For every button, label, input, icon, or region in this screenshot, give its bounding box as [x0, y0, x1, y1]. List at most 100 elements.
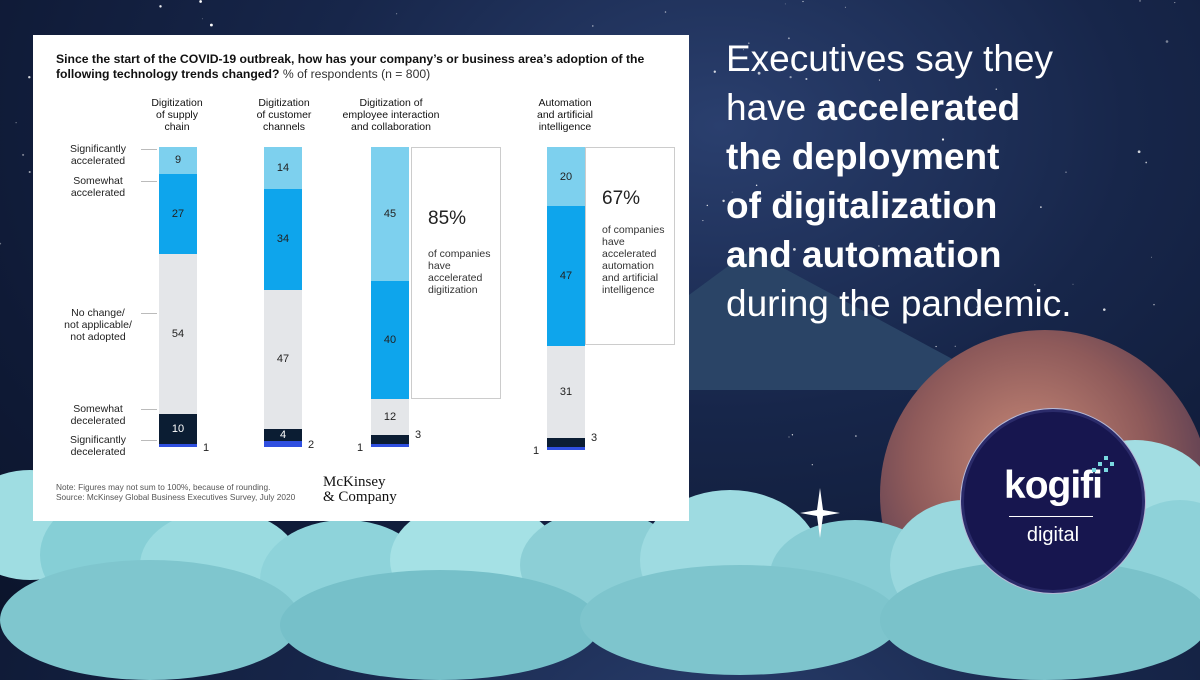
row-label-leader: [141, 149, 157, 150]
note-text: Note: Figures may not sum to 100%, becau…: [56, 482, 271, 492]
headline-line-3-bold: the deployment: [726, 136, 1000, 177]
bar-segment: [159, 444, 197, 447]
bar-value-label: 4: [279, 429, 287, 442]
bar-value-label: 20: [559, 170, 573, 183]
category-label-line: Automation: [538, 97, 592, 109]
callout-text-line: have: [602, 236, 625, 248]
kogifi-badge[interactable]: kogifi digital: [964, 412, 1142, 590]
headline-line-4-bold: of digitalization: [726, 185, 998, 226]
headline-line-4: of digitalization: [726, 181, 1186, 230]
bar-value-label: 45: [383, 207, 397, 220]
row-label-line: accelerated: [70, 155, 126, 167]
row-label-line: Somewhat: [73, 175, 123, 187]
source-text: Source: McKinsey Global Business Executi…: [56, 492, 296, 502]
callout-text-line: digitization: [428, 284, 478, 296]
category-label-line: of supply: [155, 109, 199, 121]
brand-divider: [1009, 516, 1093, 517]
bar-segment: [264, 441, 302, 447]
row-label-leader: [141, 181, 157, 182]
row-label-line: Significantly: [69, 143, 127, 155]
brand-sub: digital: [1026, 524, 1080, 546]
bar-value-label-outside: 2: [308, 439, 315, 452]
row-label-line: Somewhat: [73, 403, 123, 415]
bar-value-label: 47: [276, 353, 290, 366]
category-label-line: and artificial: [536, 109, 594, 121]
chart-subtitle: % of respondents (n = 800): [282, 67, 431, 81]
headline-line-3: the deployment: [726, 132, 1186, 181]
callout-percent: 67%: [602, 188, 641, 209]
callout-text-line: of companies: [602, 224, 665, 236]
bar-segment: 27: [159, 173, 197, 254]
headline-line-5-bold: and automation: [726, 234, 1002, 275]
bar-segment: 10: [159, 414, 197, 444]
cloud-puff: [280, 570, 600, 680]
bar-segment: 9: [159, 147, 197, 174]
callout-box: 67% of companies have accelerated automation…: [585, 147, 675, 345]
bar-value-label: 10: [171, 423, 185, 436]
sparkle-icon: [800, 488, 840, 538]
headline-line-2: have accelerated: [726, 83, 1186, 132]
chart-card: Since the start of the COVID-19 outbreak…: [33, 35, 689, 521]
bar-value-label: 54: [171, 328, 185, 341]
row-label: Somewhat decelerated: [53, 403, 143, 427]
headline-line-2-bold: accelerated: [816, 87, 1021, 128]
callout-text: of companies have accelerated automation and…: [602, 224, 664, 296]
bar-value-label-outside: 1: [203, 442, 210, 454]
bar-value-label: 12: [383, 411, 397, 424]
bar-value-label: 34: [276, 233, 290, 246]
cloud-puff: [0, 560, 300, 680]
bar-segment: 34: [264, 188, 302, 290]
category-label-line: intelligence: [538, 121, 592, 133]
bar-value-label: 47: [559, 270, 573, 283]
bar-segment: 40: [371, 280, 409, 400]
row-label-line: Significantly: [69, 434, 127, 446]
bar-segment: 45: [371, 147, 409, 281]
category-label-line: chain: [164, 121, 190, 133]
mckinsey-logo: McKinsey & Company: [323, 475, 397, 505]
category-label-line: Digitization: [258, 97, 310, 109]
bar-segment: 47: [547, 206, 585, 346]
publisher-line-2: & Company: [323, 489, 397, 505]
callout-box: 85% of companies have accelerated digitizati…: [411, 147, 501, 399]
category-label-line: channels: [262, 121, 306, 133]
bar-value-label: 31: [559, 386, 573, 399]
bar-value-label: 40: [383, 334, 397, 347]
chart-footnote: Note: Figures may not sum to 100%, becau…: [56, 482, 295, 502]
bar-segment: [371, 435, 409, 444]
bar-segment: 31: [547, 345, 585, 439]
row-label-line: No change/: [71, 307, 125, 319]
row-label: Somewhat accelerated: [53, 175, 143, 199]
row-label: Significantly accelerated: [53, 143, 143, 167]
brand-logo: kogifi: [1004, 464, 1103, 507]
callout-text-line: intelligence: [602, 284, 655, 296]
bar-value-label-outside: 1: [357, 442, 364, 454]
row-label: No change/not applicable/not adopted: [53, 307, 143, 343]
bar-value-label: 14: [276, 161, 290, 174]
bar-segment: [547, 438, 585, 447]
callout-text-line: and artificial: [602, 272, 659, 284]
row-label-line: accelerated: [70, 187, 126, 199]
row-label-line: not applicable/: [64, 319, 132, 331]
row-label-line: not adopted: [70, 331, 126, 343]
category-label-line: employee interaction: [342, 109, 440, 121]
headline-line-2-plain: have: [726, 87, 817, 128]
callout-text-line: accelerated: [428, 272, 483, 284]
category-label: Digitization of customer channels: [214, 97, 354, 133]
pixel-dots-icon: [1092, 456, 1114, 472]
category-label-line: Digitization: [151, 97, 203, 109]
chart-question: Since the start of the COVID-19 outbreak…: [56, 52, 666, 82]
bar-value-label: 27: [171, 207, 185, 220]
bar-segment: [371, 444, 409, 447]
category-label: Digitization of employee interaction and c…: [321, 97, 461, 133]
callout-percent: 85%: [428, 208, 467, 229]
callout-text-line: have: [428, 260, 451, 272]
headline-line-5: and automation: [726, 230, 1186, 279]
row-label-leader: [141, 313, 157, 314]
bar-value-label-outside: 3: [415, 429, 422, 442]
callout-text-line: of companies: [428, 248, 491, 260]
category-label: Automation and artificial intelligence: [495, 97, 635, 133]
headline: Executives say they have accelerated the…: [726, 34, 1186, 328]
publisher-line-1: McKinsey: [323, 474, 386, 490]
headline-line-1: Executives say they: [726, 38, 1053, 79]
bar-segment: 54: [159, 253, 197, 415]
